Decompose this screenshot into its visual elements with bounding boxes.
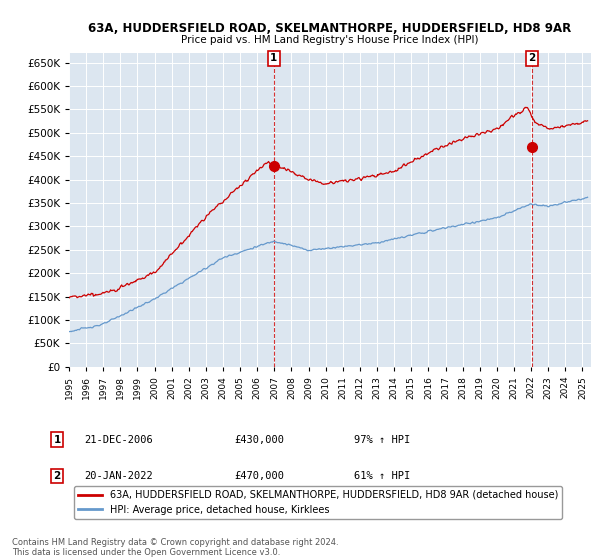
Text: £470,000: £470,000: [234, 471, 284, 481]
Text: £430,000: £430,000: [234, 435, 284, 445]
Text: 1: 1: [270, 53, 277, 63]
Legend: 63A, HUDDERSFIELD ROAD, SKELMANTHORPE, HUDDERSFIELD, HD8 9AR (detached house), H: 63A, HUDDERSFIELD ROAD, SKELMANTHORPE, H…: [74, 486, 562, 519]
Text: 21-DEC-2006: 21-DEC-2006: [84, 435, 153, 445]
Text: 1: 1: [53, 435, 61, 445]
Text: 20-JAN-2022: 20-JAN-2022: [84, 471, 153, 481]
Text: Contains HM Land Registry data © Crown copyright and database right 2024.
This d: Contains HM Land Registry data © Crown c…: [12, 538, 338, 557]
Text: 2: 2: [53, 471, 61, 481]
Text: Price paid vs. HM Land Registry's House Price Index (HPI): Price paid vs. HM Land Registry's House …: [181, 35, 479, 45]
Text: 63A, HUDDERSFIELD ROAD, SKELMANTHORPE, HUDDERSFIELD, HD8 9AR: 63A, HUDDERSFIELD ROAD, SKELMANTHORPE, H…: [88, 22, 572, 35]
Text: 2: 2: [529, 53, 536, 63]
Text: 61% ↑ HPI: 61% ↑ HPI: [354, 471, 410, 481]
Text: 97% ↑ HPI: 97% ↑ HPI: [354, 435, 410, 445]
